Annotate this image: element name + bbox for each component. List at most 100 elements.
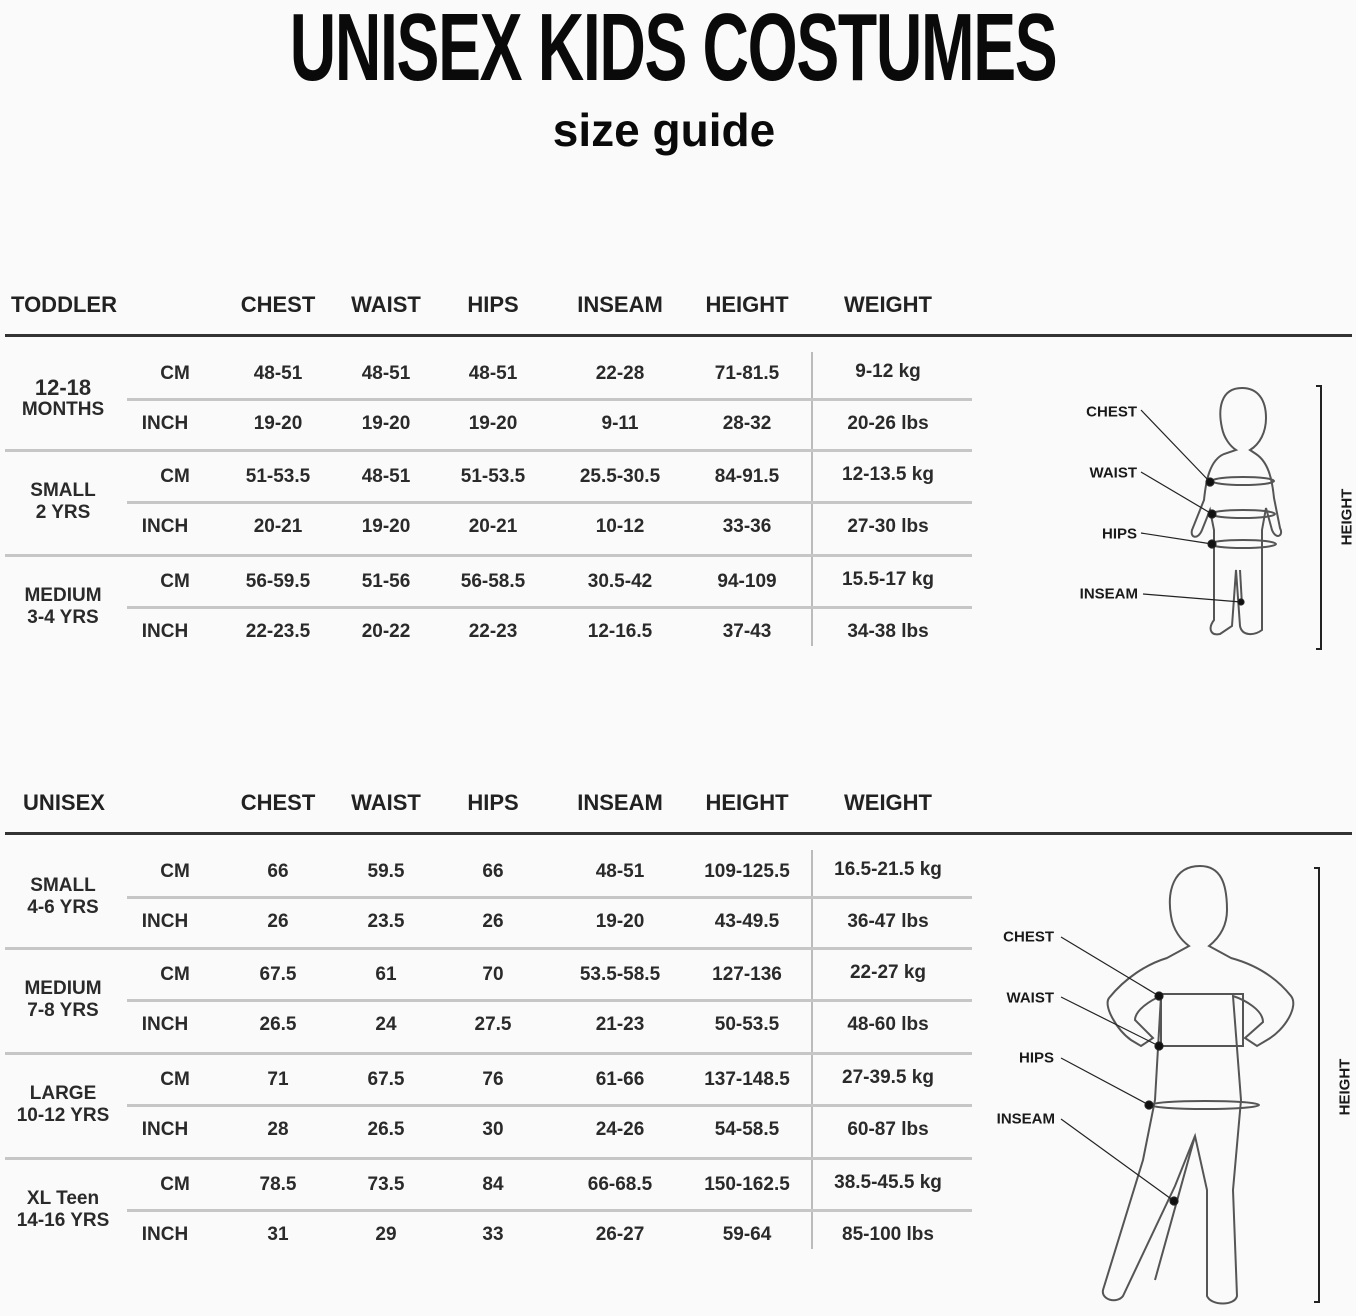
child-height-label: HEIGHT: [1336, 1058, 1354, 1116]
cell-cm-chest: 67.5: [259, 964, 297, 985]
cell-cm-chest: 51-53.5: [245, 466, 311, 487]
cell-cm-weight: 38.5-45.5 kg: [834, 1172, 942, 1193]
cell-inch-waist: 19-20: [361, 516, 411, 537]
size-label-line: XL Teen: [26, 1188, 100, 1209]
size-label-line: 14-16 YRS: [16, 1210, 110, 1231]
size-label-line: LARGE: [29, 1083, 97, 1104]
cell-cm-waist: 61: [375, 964, 397, 985]
cell-cm-hips: 51-53.5: [460, 466, 526, 487]
column-header-height: HEIGHT: [705, 790, 789, 815]
size-group-divider: [5, 1157, 972, 1160]
page-title: UNISEX KIDS COSTUMES: [289, 0, 1058, 101]
cell-inch-height: 50-53.5: [714, 1014, 780, 1035]
cell-inch-inseam: 21-23: [595, 1014, 645, 1035]
column-header-chest: CHEST: [240, 292, 316, 317]
column-header-waist: WAIST: [351, 790, 421, 815]
unit-inch: INCH: [141, 413, 189, 434]
cell-cm-waist: 51-56: [361, 571, 411, 592]
cell-cm-weight: 12-13.5 kg: [842, 464, 934, 485]
cell-cm-height: 109-125.5: [704, 861, 790, 882]
size-label: XL Teen 14-16 YRS: [17, 1188, 110, 1232]
header-divider: [5, 334, 1352, 337]
chest-label: CHEST: [1003, 928, 1054, 946]
column-header-waist: WAIST: [351, 292, 421, 317]
cell-inch-inseam: 9-11: [601, 413, 639, 434]
cell-cm-height: 94-109: [717, 571, 777, 592]
weight-column-divider: [811, 850, 813, 1249]
size-label: SMALL 2 YRS: [30, 480, 95, 524]
cell-inch-weight: 27-30 lbs: [847, 516, 929, 537]
cell-inch-weight: 20-26 lbs: [847, 413, 929, 434]
size-group-divider: [5, 1052, 972, 1055]
cell-cm-height: 71-81.5: [714, 363, 780, 384]
cell-inch-chest: 19-20: [253, 413, 303, 434]
column-header-height: HEIGHT: [705, 292, 789, 317]
cell-inch-height: 59-64: [722, 1224, 772, 1245]
unit-divider: [127, 398, 972, 401]
unit-divider: [127, 606, 972, 609]
cell-inch-waist: 24: [375, 1014, 397, 1035]
cell-inch-hips: 27.5: [474, 1014, 512, 1035]
table-category-header: TODDLER: [11, 292, 117, 317]
size-label: SMALL 4-6 YRS: [27, 875, 98, 919]
size-label-line: MONTHS: [21, 399, 105, 420]
cell-inch-hips: 30: [482, 1119, 504, 1140]
cell-inch-hips: 22-23: [468, 621, 518, 642]
size-label-line: 10-12 YRS: [16, 1105, 110, 1126]
cell-cm-weight: 16.5-21.5 kg: [834, 859, 942, 880]
cell-inch-height: 33-36: [722, 516, 772, 537]
unit-cm: CM: [160, 571, 190, 592]
cell-cm-height: 150-162.5: [704, 1174, 790, 1195]
cell-cm-chest: 78.5: [259, 1174, 297, 1195]
unit-divider: [127, 1104, 972, 1107]
cell-cm-hips: 84: [482, 1174, 504, 1195]
cell-inch-chest: 20-21: [253, 516, 303, 537]
cell-cm-weight: 22-27 kg: [849, 962, 927, 983]
cell-cm-height: 127-136: [712, 964, 782, 985]
cell-cm-inseam: 22-28: [595, 363, 645, 384]
unit-divider: [127, 999, 972, 1002]
table-category-header: UNISEX: [23, 790, 105, 815]
size-group-divider: [5, 449, 972, 452]
column-header-inseam: INSEAM: [577, 790, 663, 815]
size-label-line: 2 YRS: [35, 502, 91, 523]
size-label: 12-18 MONTHS: [22, 377, 104, 421]
cell-inch-hips: 33: [482, 1224, 504, 1245]
unit-cm: CM: [160, 363, 190, 384]
toddler-waist-label: WAIST: [1089, 464, 1138, 482]
cell-cm-chest: 56-59.5: [245, 571, 311, 592]
size-label-line: MEDIUM: [24, 978, 102, 999]
cell-inch-waist: 29: [375, 1224, 397, 1245]
child-body-outline-icon: [1101, 864, 1295, 1305]
unit-cm: CM: [160, 466, 190, 487]
cell-cm-hips: 56-58.5: [460, 571, 526, 592]
size-label-line: SMALL: [30, 480, 96, 501]
cell-cm-inseam: 66-68.5: [587, 1174, 653, 1195]
column-header-hips: HIPS: [467, 292, 519, 317]
cell-inch-weight: 34-38 lbs: [847, 621, 929, 642]
cell-inch-waist: 20-22: [361, 621, 411, 642]
cell-cm-waist: 73.5: [367, 1174, 405, 1195]
cell-inch-inseam: 12-16.5: [587, 621, 653, 642]
cell-cm-chest: 71: [267, 1069, 289, 1090]
cell-cm-hips: 70: [482, 964, 504, 985]
cell-inch-inseam: 26-27: [595, 1224, 645, 1245]
cell-inch-waist: 23.5: [367, 911, 405, 932]
hips-label: HIPS: [1018, 1049, 1054, 1067]
cell-cm-hips: 76: [482, 1069, 504, 1090]
cell-inch-weight: 85-100 lbs: [842, 1224, 934, 1245]
cell-inch-chest: 28: [267, 1119, 289, 1140]
toddler-height-bracket: [1316, 385, 1322, 650]
unit-cm: CM: [160, 861, 190, 882]
column-header-hips: HIPS: [467, 790, 519, 815]
cell-inch-hips: 20-21: [468, 516, 518, 537]
unit-inch: INCH: [141, 621, 189, 642]
size-group-divider: [5, 554, 972, 557]
size-label-line: 4-6 YRS: [27, 897, 99, 918]
cell-inch-height: 37-43: [722, 621, 772, 642]
cell-cm-waist: 67.5: [367, 1069, 405, 1090]
cell-inch-height: 43-49.5: [714, 911, 780, 932]
size-label-line: 7-8 YRS: [27, 1000, 99, 1021]
cell-cm-inseam: 30.5-42: [587, 571, 653, 592]
unit-inch: INCH: [141, 911, 189, 932]
